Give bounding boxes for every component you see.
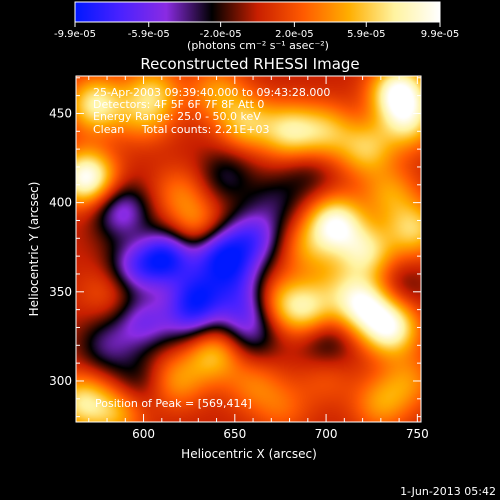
annotation-block: 25-Apr-2003 09:39:40.000 to 09:43:28.000… bbox=[93, 86, 330, 136]
y-tick-label: 400 bbox=[49, 196, 72, 210]
x-tick-label: 700 bbox=[315, 427, 338, 441]
y-tick-label: 450 bbox=[49, 106, 72, 120]
plot-area: 600 650 700 750 300 350 400 450 bbox=[49, 75, 429, 441]
colorbar-tick-label: -5.9e-05 bbox=[128, 29, 170, 40]
colorbar-tick-label: 9.9e-05 bbox=[421, 29, 459, 40]
plot-frame bbox=[75, 75, 422, 423]
y-axis-label: Heliocentric Y (arcsec) bbox=[27, 182, 41, 317]
annotation-clean: Clean Total counts: 2.21E+03 bbox=[93, 123, 270, 136]
colorbar-tick-label: 2.0e-05 bbox=[275, 29, 313, 40]
x-axis-label: Heliocentric X (arcsec) bbox=[181, 447, 317, 461]
y-tick-label: 300 bbox=[49, 374, 72, 388]
x-tick-label: 600 bbox=[132, 427, 155, 441]
colorbar-units: (photons cm⁻² s⁻¹ asec⁻²) bbox=[187, 39, 329, 52]
chart-title: Reconstructed RHESSI Image bbox=[140, 55, 359, 73]
y-tick-label: 350 bbox=[49, 285, 72, 299]
annotation-detectors: Detectors: 4F 5F 6F 7F 8F Att 0 bbox=[93, 98, 264, 111]
axis-ticks: 600 650 700 750 300 350 400 450 bbox=[49, 76, 429, 441]
colorbar-tick-label: -9.9e-05 bbox=[54, 29, 96, 40]
heatmap-image bbox=[76, 76, 421, 422]
colorbar-tick-label: -2.0e-05 bbox=[200, 29, 242, 40]
peak-position-label: Position of Peak = [569,414] bbox=[95, 397, 252, 410]
x-tick-label: 750 bbox=[406, 427, 429, 441]
annotation-energy: Energy Range: 25.0 - 50.0 keV bbox=[93, 110, 261, 123]
x-tick-label: 650 bbox=[223, 427, 246, 441]
annotation-time: 25-Apr-2003 09:39:40.000 to 09:43:28.000 bbox=[93, 86, 330, 99]
colorbar bbox=[74, 1, 441, 23]
render-timestamp: 1-Jun-2013 05:42 bbox=[400, 485, 496, 498]
colorbar-tick-label: 5.9e-05 bbox=[347, 29, 385, 40]
colorbar-ticks: -9.9e-05 -5.9e-05 -2.0e-05 2.0e-05 5.9e-05 9.… bbox=[54, 22, 459, 40]
